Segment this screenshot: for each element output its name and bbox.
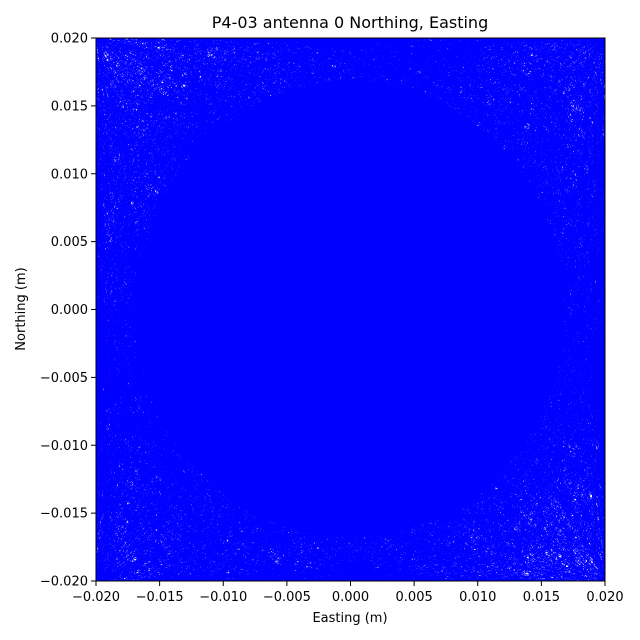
- x-tick-label: −0.020: [72, 590, 120, 605]
- series-point: [320, 252, 323, 256]
- x-tick-label: −0.005: [263, 590, 311, 605]
- x-tick-label: 0.000: [332, 590, 369, 605]
- series-point: [102, 547, 105, 550]
- series-point: [528, 259, 532, 262]
- x-tick-label: 0.005: [396, 590, 433, 605]
- x-tick-label: 0.010: [459, 590, 496, 605]
- series-point: [499, 201, 502, 204]
- series-point: [381, 101, 384, 105]
- series-point: [118, 82, 122, 86]
- series-point: [592, 290, 595, 294]
- series-point: [356, 540, 360, 543]
- y-tick-label: 0.005: [51, 235, 88, 250]
- x-tick-label: −0.010: [199, 590, 247, 605]
- y-tick-label: 0.010: [51, 167, 88, 182]
- y-tick-label: −0.020: [40, 575, 88, 590]
- x-tick-label: −0.015: [136, 590, 184, 605]
- y-tick-label: −0.005: [40, 371, 88, 386]
- chart-title: P4-03 antenna 0 Northing, Easting: [212, 13, 488, 32]
- series-trace: [96, 38, 605, 581]
- y-tick-label: 0.000: [51, 303, 88, 318]
- x-axis-label: Easting (m): [312, 611, 387, 626]
- y-tick-label: 0.020: [51, 32, 88, 47]
- series-point: [569, 563, 572, 566]
- y-tick-label: −0.010: [40, 439, 88, 454]
- series-point: [392, 334, 395, 337]
- series-point: [460, 58, 463, 61]
- series-point: [289, 142, 292, 146]
- series-layer: [96, 38, 605, 581]
- series-point: [542, 453, 546, 456]
- y-axis-label: Northing (m): [14, 267, 29, 350]
- series-point: [138, 359, 141, 363]
- series-point: [335, 296, 338, 299]
- plot-area: [95, 37, 606, 582]
- series-point: [172, 230, 175, 234]
- series-point: [228, 501, 231, 504]
- x-axis: −0.020 −0.015 −0.010 −0.005 0.000 0.005 0.010 0…: [72, 581, 624, 605]
- x-tick-label: 0.015: [523, 590, 560, 605]
- series-point: [424, 393, 427, 397]
- y-tick-label: 0.015: [51, 99, 88, 114]
- series-point: [312, 373, 315, 376]
- series-point: [262, 418, 266, 421]
- x-tick-label: 0.020: [586, 590, 623, 605]
- y-tick-label: −0.015: [40, 507, 88, 522]
- y-axis: −0.020 −0.015 −0.010 −0.005 0.000 0.005 0.010 0…: [40, 32, 96, 590]
